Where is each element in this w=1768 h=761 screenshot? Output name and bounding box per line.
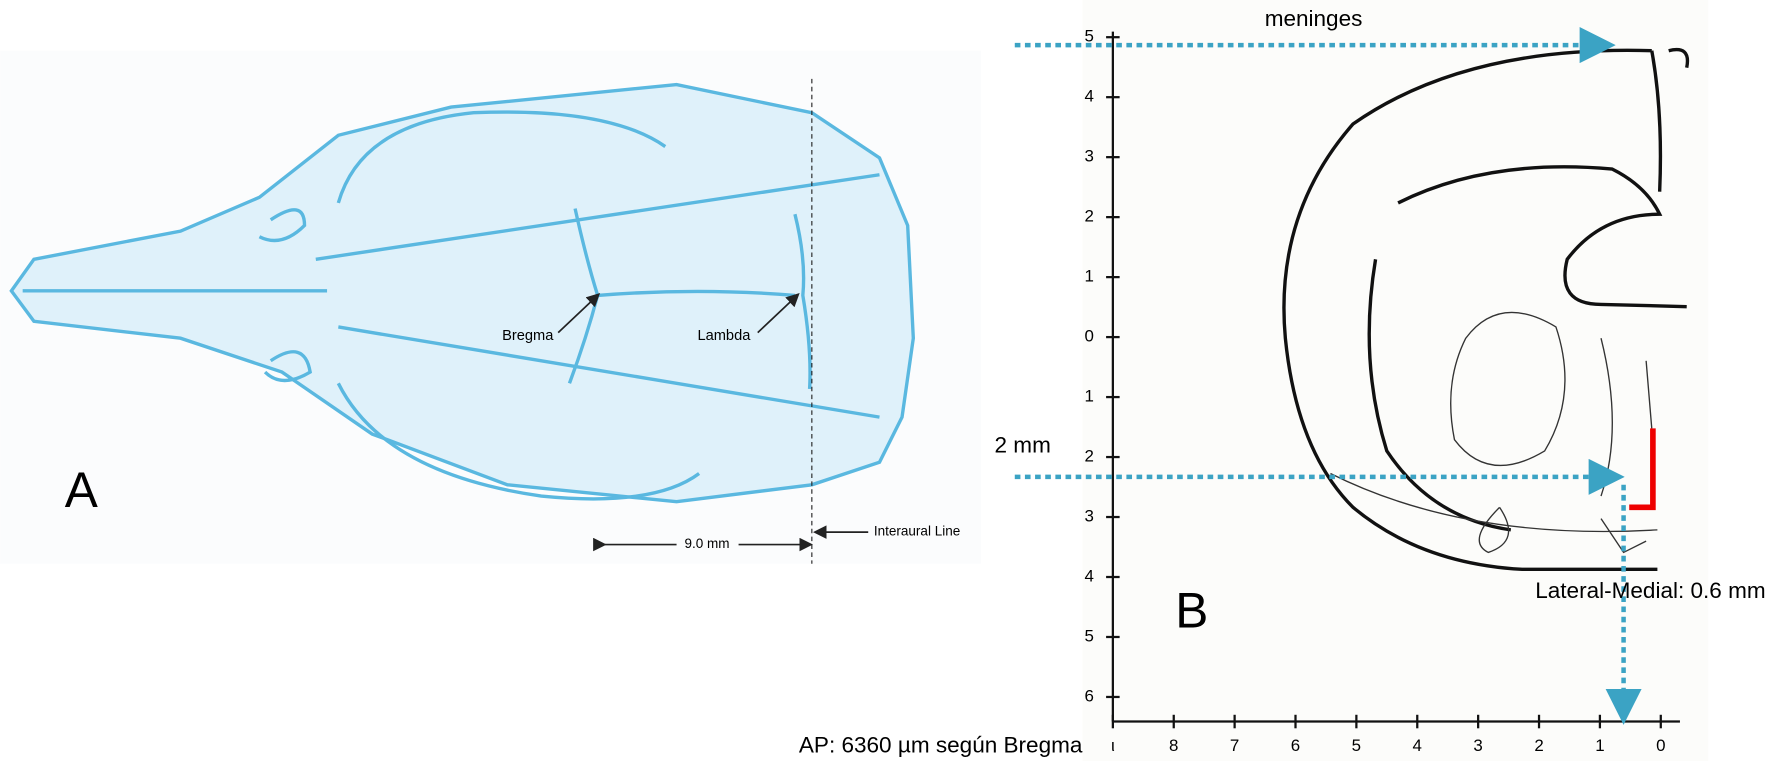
corpus-callosum [1367,165,1687,532]
lambda-arrow [757,293,800,334]
ap-label: AP: 6360 µm según Bregma [799,732,1083,757]
internal-structures [1330,311,1658,554]
lateral-medial-label: Lateral-Medial: 0.6 mm [1535,578,1765,603]
interaural-label: Interaural Line [874,524,960,539]
y-axis-label: 2 [1084,447,1093,466]
y-axis-label: 5 [1084,626,1093,645]
y-axis-label: 0 [1084,327,1093,346]
panel-a: Bregma Lambda 9.0 mm Interaural Line A [0,50,981,564]
y-axis-label: 6 [1084,686,1093,705]
x-axis-label: 3 [1473,736,1482,755]
x-axis-label: 1 [1595,736,1604,755]
target-marker [1629,428,1656,511]
x-axis-label: ι [1111,736,1115,755]
y-axis-label: 4 [1084,87,1093,106]
meninges-label: meninges [1265,6,1363,31]
x-axis-label: 6 [1291,736,1300,755]
panel-letter: A [65,462,98,518]
brain-outline [1282,47,1690,572]
y-axis-label: 2 [1084,207,1093,226]
bregma-arrow [557,293,601,334]
x-axis-label: 8 [1169,736,1178,755]
depth-label: 2 mm [995,432,1051,457]
distance-label: 9.0 mm [684,536,729,551]
skull [9,82,916,504]
x-axis-label: 4 [1413,736,1422,755]
x-axis-label: 0 [1656,736,1665,755]
x-axis-label: 5 [1352,736,1361,755]
panel-b-bg [1082,0,1709,761]
y-axis-label: 4 [1084,566,1093,585]
panel-letter: B [1175,583,1208,639]
lambda-label: Lambda [697,328,751,344]
y-axis-label: 3 [1084,147,1093,166]
y-axis-label: 5 [1084,27,1093,46]
bregma-label: Bregma [502,328,554,344]
x-axis-label: 2 [1534,736,1543,755]
y-axis-label: 1 [1084,267,1093,286]
y-axis-label: 3 [1084,506,1093,525]
panel-b: meninges 2 mm Lateral-Medial: 0.6 mm B A… [799,0,1766,761]
x-axis-label: 7 [1230,736,1239,755]
y-axis-label: 1 [1084,387,1093,406]
